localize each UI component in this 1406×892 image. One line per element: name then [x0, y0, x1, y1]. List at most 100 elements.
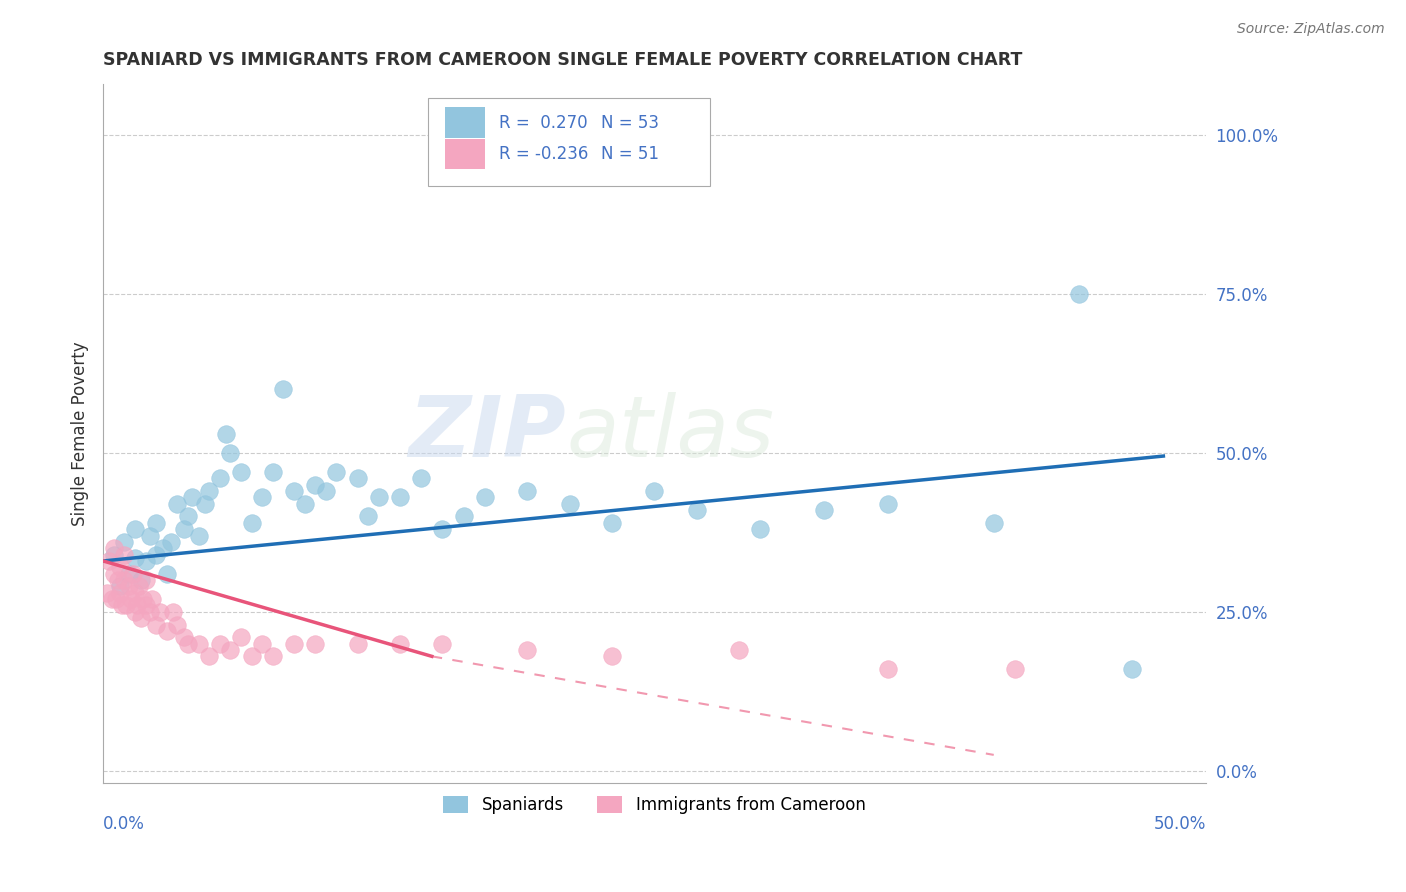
Point — [117, 566, 139, 581]
Point — [115, 599, 138, 613]
Point — [516, 643, 538, 657]
Point — [273, 382, 295, 396]
Point — [124, 605, 146, 619]
Point — [215, 426, 238, 441]
Point — [104, 592, 127, 607]
Point — [166, 617, 188, 632]
Point — [121, 566, 143, 581]
Point — [187, 528, 209, 542]
Point — [516, 483, 538, 498]
Point — [876, 662, 898, 676]
Point — [152, 541, 174, 556]
Point — [103, 566, 125, 581]
Point — [112, 548, 135, 562]
FancyBboxPatch shape — [429, 98, 710, 186]
Point — [643, 483, 665, 498]
Point — [250, 637, 273, 651]
Text: SPANIARD VS IMMIGRANTS FROM CAMEROON SINGLE FEMALE POVERTY CORRELATION CHART: SPANIARD VS IMMIGRANTS FROM CAMEROON SIN… — [103, 51, 1022, 69]
Point — [1121, 662, 1143, 676]
Point — [124, 522, 146, 536]
Point — [177, 509, 200, 524]
Point — [1067, 287, 1090, 301]
Point — [208, 637, 231, 651]
Point — [112, 535, 135, 549]
Text: 50.0%: 50.0% — [1153, 815, 1206, 833]
Text: N = 53: N = 53 — [602, 113, 659, 132]
Point — [120, 592, 142, 607]
Point — [325, 465, 347, 479]
Point — [219, 643, 242, 657]
Point — [388, 637, 411, 651]
Point — [432, 637, 454, 651]
Point — [135, 599, 157, 613]
Point — [294, 497, 316, 511]
Point — [135, 554, 157, 568]
Point — [600, 516, 623, 530]
Point — [388, 491, 411, 505]
Point — [117, 579, 139, 593]
Point — [250, 491, 273, 505]
Point — [160, 535, 183, 549]
Text: Source: ZipAtlas.com: Source: ZipAtlas.com — [1237, 22, 1385, 37]
Point — [145, 516, 167, 530]
Point — [283, 637, 305, 651]
Point — [100, 592, 122, 607]
Point — [145, 548, 167, 562]
Point — [129, 573, 152, 587]
Point — [558, 497, 581, 511]
Point — [367, 491, 389, 505]
Point — [173, 522, 195, 536]
Point — [813, 503, 835, 517]
Point — [128, 579, 150, 593]
Point — [103, 548, 125, 562]
Point — [132, 592, 155, 607]
Text: R = -0.236: R = -0.236 — [499, 145, 588, 163]
Point — [262, 465, 284, 479]
Point — [187, 637, 209, 651]
Point — [139, 528, 162, 542]
Point — [162, 605, 184, 619]
Point — [141, 592, 163, 607]
Point — [983, 516, 1005, 530]
Point — [108, 579, 131, 593]
Point — [173, 630, 195, 644]
Text: R =  0.270: R = 0.270 — [499, 113, 588, 132]
Point — [229, 630, 252, 644]
Point — [124, 550, 146, 565]
Point — [166, 497, 188, 511]
Point — [346, 471, 368, 485]
Point — [124, 586, 146, 600]
Text: N = 51: N = 51 — [602, 145, 659, 163]
Point — [145, 617, 167, 632]
Point — [600, 649, 623, 664]
Point — [98, 554, 121, 568]
Point — [728, 643, 751, 657]
Point — [304, 477, 326, 491]
Point — [107, 573, 129, 587]
Point — [474, 491, 496, 505]
Point — [357, 509, 380, 524]
Point — [112, 573, 135, 587]
Point — [749, 522, 772, 536]
Point — [129, 611, 152, 625]
Point — [181, 491, 204, 505]
Point — [1004, 662, 1026, 676]
Point — [208, 471, 231, 485]
Point — [219, 446, 242, 460]
Point — [111, 599, 134, 613]
Text: atlas: atlas — [567, 392, 775, 475]
Point — [229, 465, 252, 479]
Point — [156, 566, 179, 581]
Point — [411, 471, 433, 485]
Point — [108, 586, 131, 600]
Point — [346, 637, 368, 651]
Point — [139, 605, 162, 619]
Point — [198, 649, 221, 664]
Point — [177, 637, 200, 651]
Point — [315, 483, 337, 498]
Point — [156, 624, 179, 638]
Point — [240, 516, 263, 530]
Point — [283, 483, 305, 498]
Point — [149, 605, 172, 619]
Point — [453, 509, 475, 524]
